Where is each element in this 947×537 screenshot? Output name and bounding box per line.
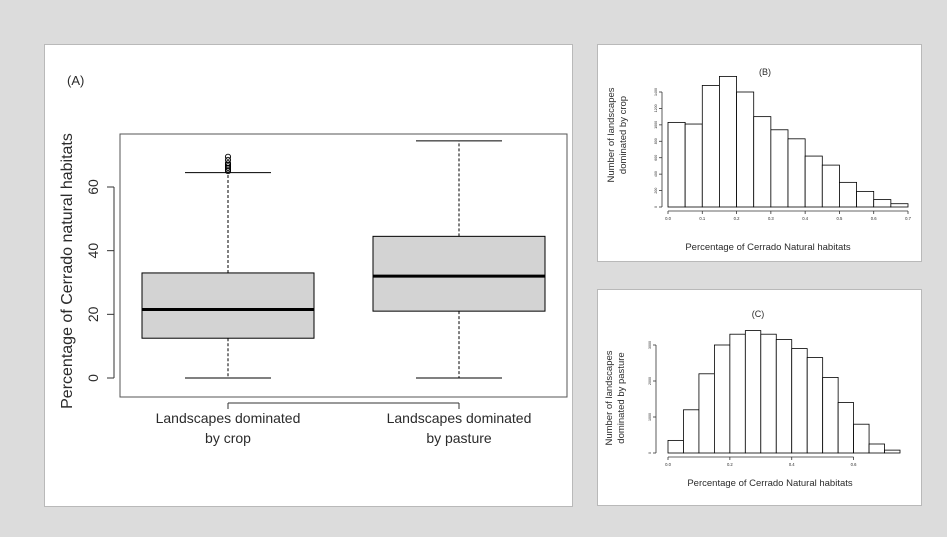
histogram-bar [791,348,808,454]
y-axis-label: dominated by crop [618,96,629,174]
histogram-bar [701,85,720,208]
outlier-point [224,156,232,163]
x-tick-label: 0.2 [727,462,733,467]
x-tick-label: 0.6 [871,216,877,221]
histogram-bar [698,373,715,454]
iqr-box [141,272,315,339]
x-category-label: by pasture [426,430,492,446]
x-tick-label: 0.5 [837,216,843,221]
box-2 [372,140,546,379]
panel-label-c: (C) [752,309,765,319]
x-tick-label: 0.0 [665,462,671,467]
y-tick-label: 1200 [654,104,658,112]
y-tick-label: 200 [654,188,658,194]
panel-label-a: (A) [67,73,84,88]
histogram-bar [804,155,823,208]
y-axis-label: Number of landscapes [604,350,615,445]
x-tick-label: 0.2 [734,216,740,221]
y-tick-label: 600 [654,155,658,161]
histogram-bar [775,339,793,454]
plot-frame [119,133,568,398]
histogram-bar [890,203,909,208]
y-tick-label: 1000 [654,121,658,129]
y-axis-label: Number of landscapes [606,87,617,182]
boxplot-chart: (A) Percentage of Cerrado natural habita… [59,73,568,446]
x-tick-label: 0.3 [768,216,774,221]
y-tick-label: 400 [654,171,658,177]
y-tick-label: 60 [85,179,101,195]
histogram-bar [853,423,870,454]
histogram-pasture-panel: (C) Number of landscapes dominated by pas… [597,289,922,506]
x-tick-label: 0.6 [851,462,857,467]
histogram-bar [684,123,703,208]
histogram-bar [821,164,840,208]
histogram-bar [884,449,901,454]
box-1 [141,153,315,379]
boxplot-panel: (A) Percentage of Cerrado natural habita… [44,44,573,507]
x-axis-label: Percentage of Cerrado Natural habitats [687,478,853,489]
x-category-label: by crop [205,430,251,446]
histogram-crop-chart: (B) Number of landscapes dominated by cro… [606,67,912,253]
outlier-point [224,153,232,160]
outlier-point [224,160,232,167]
x-tick-label: 0.4 [802,216,808,221]
y-tick-label: 2000 [648,377,652,385]
histogram-bar [667,439,684,454]
x-tick-label: 0.7 [905,216,911,221]
histogram-bar [736,91,755,208]
y-tick-label: 0 [654,206,658,208]
y-tick-label: 1000 [648,413,652,421]
histogram-bar [714,344,731,454]
histogram-bar [806,357,824,454]
panel-label-b: (B) [759,67,771,77]
histogram-bar [770,129,789,208]
y-tick-label: 1400 [654,88,658,96]
histogram-bar [667,121,686,208]
y-tick-label: 0 [648,452,652,454]
histogram-bar [868,443,885,454]
histogram-bar [873,199,892,208]
histogram-bar [837,402,854,454]
x-tick-label: 0.4 [789,462,795,467]
histogram-bar [744,330,762,454]
histogram-bar [683,409,700,454]
x-axis-label: Percentage of Cerrado Natural habitats [685,242,851,253]
y-tick-label: 800 [654,138,658,144]
histogram-bar [719,75,737,208]
x-category-label: Landscapes dominated [156,410,301,426]
histogram-bar [822,377,839,454]
histogram-bar [760,333,777,454]
y-axis-label: dominated by pasture [616,352,627,443]
histogram-bar [787,138,806,208]
y-tick-label: 40 [85,243,101,259]
histogram-pasture-chart: (C) Number of landscapes dominated by pas… [604,309,901,489]
iqr-box [372,235,546,312]
y-tick-label: 0 [85,374,101,382]
x-category-label: Landscapes dominated [387,410,532,426]
y-tick-label: 3000 [648,341,652,349]
x-tick-label: 0.1 [699,216,705,221]
y-tick-label: 20 [85,306,101,322]
histogram-bar [753,116,772,208]
histogram-crop-panel: (B) Number of landscapes dominated by cro… [597,44,922,262]
y-axis-label: Percentage of Cerrado natural habitats [59,133,76,409]
histogram-bar [856,190,875,208]
x-tick-label: 0.0 [665,216,671,221]
histogram-bar [729,333,746,454]
histogram-bar [839,181,857,208]
